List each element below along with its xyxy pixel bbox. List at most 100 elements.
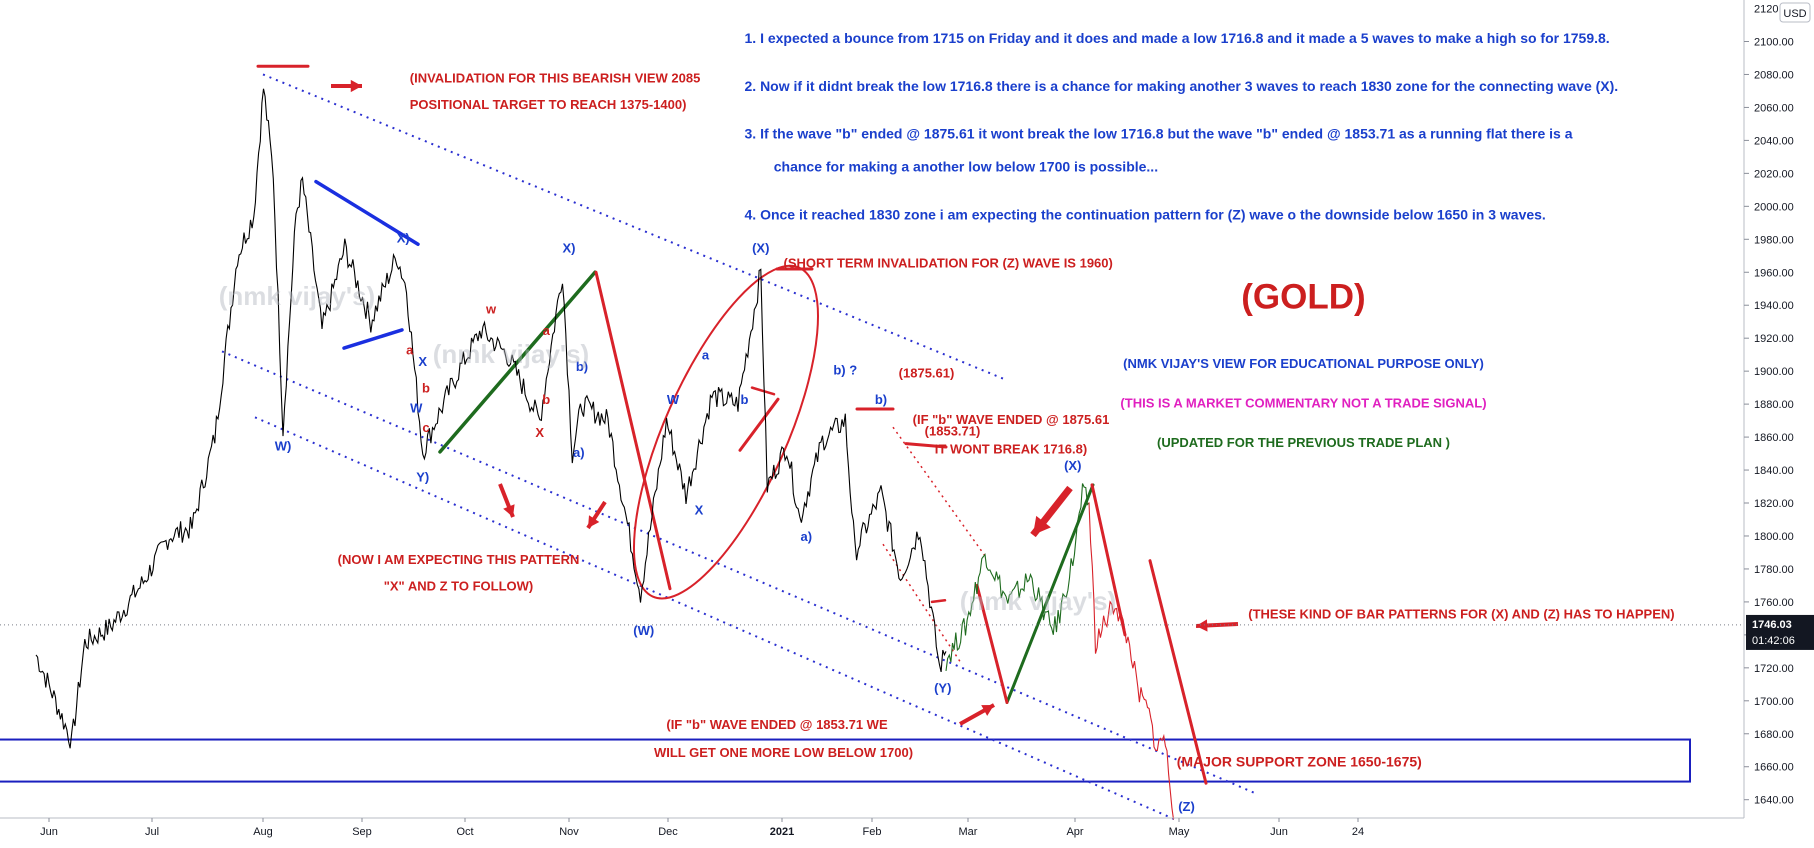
x-tick-label: Jun — [40, 826, 58, 838]
level-small-marker — [930, 599, 947, 604]
wave-label: a — [543, 323, 551, 338]
annotation-text: IT WONT BREAK 1716.8) — [935, 442, 1087, 457]
annotation-text: (NOW I AM EXPECTING THIS PATTERN — [338, 552, 580, 567]
arrow-bar-pattern-head — [1196, 619, 1208, 632]
wave-label: X — [535, 425, 544, 440]
arrow-pattern-down-head — [503, 504, 515, 517]
arrow-pattern-left-head — [588, 515, 600, 528]
annotation-text: 2. Now if it didnt break the low 1716.8 … — [745, 78, 1619, 94]
y-tick-label: 1760.00 — [1754, 597, 1794, 609]
major-support-zone — [0, 738, 1691, 783]
x-tick-label: Oct — [456, 826, 473, 838]
watermark: (nmk vijay's) — [960, 586, 1116, 616]
current-price-label: 1746.03 — [1752, 619, 1792, 631]
annotation-text: chance for making a another low below 17… — [774, 159, 1158, 175]
wave-label: W — [667, 392, 680, 407]
y-tick-label: 1860.00 — [1754, 432, 1794, 444]
level-1853-marker — [904, 442, 948, 449]
y-tick-label: 1700.00 — [1754, 696, 1794, 708]
y-tick-label: 1960.00 — [1754, 267, 1794, 279]
wave-label: b — [542, 392, 550, 407]
annotation-text: "X" AND Z TO FOLLOW) — [384, 578, 534, 593]
annotation-text: (NMK VIJAY'S VIEW FOR EDUCATIONAL PURPOS… — [1123, 356, 1484, 371]
wave-x-ellipse — [632, 264, 819, 600]
channel-upper-line — [262, 73, 1006, 381]
currency-badge-label: USD — [1783, 8, 1806, 20]
x-tick-label: Feb — [863, 826, 882, 838]
y-tick-label: 1800.00 — [1754, 531, 1794, 543]
x-tick-label: Jun — [1270, 826, 1288, 838]
wave-label: a) — [800, 529, 812, 544]
annotation-text: (UPDATED FOR THE PREVIOUS TRADE PLAN ) — [1157, 435, 1450, 450]
annotation-text: (THESE KIND OF BAR PATTERNS FOR (X) AND … — [1248, 606, 1674, 621]
x-tick-label: Apr — [1066, 826, 1083, 838]
y-tick-label: 2080.00 — [1754, 69, 1794, 81]
y-tick-label: 2100.00 — [1754, 37, 1794, 49]
annotation-text: (IF "b" WAVE ENDED @ 1853.71 WE — [666, 717, 888, 732]
price-series-2 — [1088, 502, 1175, 820]
wave-x-green-up-line — [1005, 483, 1095, 704]
wave-label: X — [695, 503, 704, 518]
y-tick-label: 1840.00 — [1754, 465, 1794, 477]
wave-green-up-line — [438, 270, 597, 454]
current-price-badge — [1746, 614, 1814, 650]
y-tick-label: 1780.00 — [1754, 564, 1794, 576]
wave-small-red-tick — [750, 386, 776, 396]
y-tick-label: 1920.00 — [1754, 333, 1794, 345]
y-tick-label: 1680.00 — [1754, 729, 1794, 741]
wave-small-red-line — [738, 397, 780, 452]
x-tick-label: Mar — [959, 826, 978, 838]
wave-label: a — [406, 343, 414, 358]
wave-y-red-down-line — [975, 583, 1009, 704]
y-tick-label: 1880.00 — [1754, 399, 1794, 411]
y-tick-label: 1980.00 — [1754, 234, 1794, 246]
watermark: (nmk vijay's) — [219, 281, 375, 311]
annotation-text: 3. If the wave "b" ended @ 1875.61 it wo… — [745, 126, 1573, 142]
y-tick-label: 1900.00 — [1754, 366, 1794, 378]
y-tick-label: 1720.00 — [1754, 663, 1794, 675]
x-tick-label: Dec — [658, 826, 678, 838]
wave-label: (X) — [1064, 458, 1081, 473]
arrow-invalidation-head — [350, 79, 362, 93]
annotation-text: (SHORT TERM INVALIDATION FOR (Z) WAVE IS… — [784, 255, 1113, 270]
wave-x-red-down-line — [1090, 483, 1127, 637]
y-tick-label: 1820.00 — [1754, 498, 1794, 510]
annotation-text: (INVALIDATION FOR THIS BEARISH VIEW 2085 — [410, 71, 701, 86]
triangle-upper-line — [314, 179, 420, 246]
annotation-text: POSITIONAL TARGET TO REACH 1375-1400) — [410, 97, 687, 112]
wave-label: a — [702, 348, 710, 363]
price-series-1 — [945, 483, 1090, 671]
x-tick-label: Nov — [559, 826, 579, 838]
price-series-0 — [35, 88, 947, 749]
wave-label: a) — [573, 445, 585, 460]
wave-label: X) — [397, 231, 410, 246]
wave-label: X) — [563, 240, 576, 255]
wave-label: Y) — [416, 470, 429, 485]
annotation-text: (THIS IS A MARKET COMMENTARY NOT A TRADE… — [1120, 395, 1486, 410]
countdown-label: 01:42:06 — [1752, 635, 1795, 647]
annotation-text: (MAJOR SUPPORT ZONE 1650-1675) — [1177, 754, 1422, 770]
wave-label: b) — [875, 392, 887, 407]
watermark: (nmk vijay's) — [433, 339, 589, 369]
annotation-text: 4. Once it reached 1830 zone i am expect… — [745, 207, 1546, 223]
annotation-text: (1875.61) — [899, 366, 955, 381]
x-tick-label: May — [1169, 826, 1190, 838]
y-tick-label: 1640.00 — [1754, 795, 1794, 807]
wave-red-down-line — [594, 270, 672, 591]
wave-label: W — [410, 400, 423, 415]
wave-b-upper-line — [892, 426, 986, 557]
annotation-text: (GOLD) — [1241, 278, 1365, 317]
x-tick-label: 2021 — [770, 826, 794, 838]
annotation-text: (IF "b" WAVE ENDED @ 1875.61 — [913, 412, 1110, 427]
wave-label: (Z) — [1178, 799, 1195, 814]
x-tick-label: Jul — [145, 826, 159, 838]
x-tick-label: Aug — [253, 826, 273, 838]
y-tick-label: 2060.00 — [1754, 102, 1794, 114]
wave-label: (Y) — [934, 681, 951, 696]
wave-label: b) ? — [833, 362, 857, 377]
currency-badge — [1779, 2, 1811, 23]
y-tick-label: 1940.00 — [1754, 300, 1794, 312]
wave-label: X — [418, 354, 427, 369]
arrow-big-down-head — [1033, 515, 1051, 535]
